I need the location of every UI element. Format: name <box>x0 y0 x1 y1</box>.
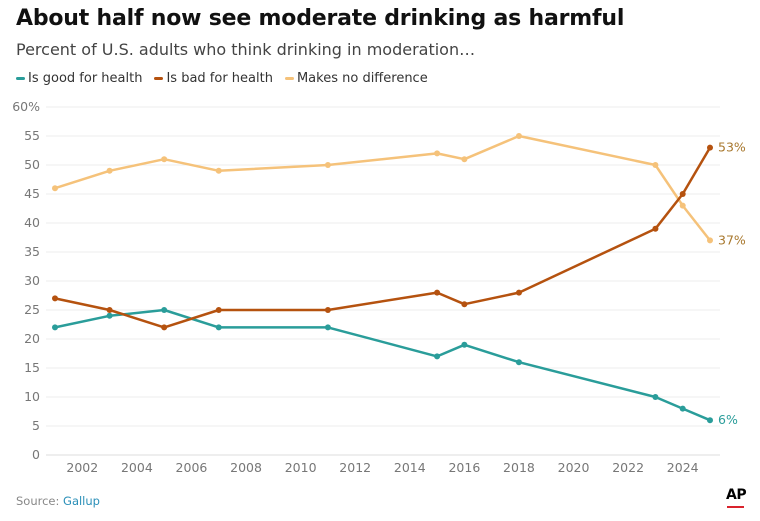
y-tick-label: 35 <box>24 244 40 259</box>
data-point-good <box>707 417 713 424</box>
gridlines <box>46 106 720 456</box>
ap-logo: AP <box>726 487 747 508</box>
data-point-no-difference <box>707 237 713 244</box>
ap-logo-text: AP <box>726 487 747 503</box>
end-label-no-difference: 37% <box>718 232 746 247</box>
y-tick-label: 45 <box>24 186 40 201</box>
data-point-no-difference <box>679 202 686 209</box>
x-tick-label: 2010 <box>285 460 317 475</box>
series-points <box>52 133 713 424</box>
legend-label-good: Is good for health <box>28 71 143 86</box>
x-tick-label: 2006 <box>176 460 208 475</box>
source-label: Source: <box>16 494 60 508</box>
data-point-good <box>324 324 331 331</box>
y-tick-label: 25 <box>24 302 40 317</box>
data-point-good <box>515 359 522 366</box>
y-tick-label: 30 <box>24 273 40 288</box>
x-tick-label: 2016 <box>448 460 480 475</box>
data-point-no-difference <box>161 156 168 163</box>
x-tick-label: 2022 <box>612 460 644 475</box>
series-lines <box>53 134 712 422</box>
end-label-good: 6% <box>718 412 738 427</box>
chart-subtitle: Percent of U.S. adults who think drinkin… <box>16 40 476 59</box>
data-point-good <box>215 324 222 331</box>
x-axis-ticks: 2002 2004 2006 2008 2010 2012 2014 2016 2018 2020… <box>66 460 698 475</box>
y-tick-label: 15 <box>24 360 40 375</box>
legend: Is good for health Is bad for health Mak… <box>16 71 428 86</box>
data-point-bad <box>707 144 713 151</box>
legend-swatch-no-difference <box>284 77 294 80</box>
legend-item-good: Is good for health <box>16 71 142 86</box>
data-point-bad <box>515 289 522 296</box>
data-point-good <box>652 394 659 400</box>
data-point-no-difference <box>461 156 468 163</box>
data-point-no-difference <box>324 162 331 168</box>
ap-logo-underline <box>727 506 744 508</box>
series-line-bad <box>53 146 712 329</box>
data-point-bad <box>461 301 468 308</box>
y-tick-label: 0 <box>32 447 40 462</box>
data-point-good <box>106 312 113 319</box>
data-point-good <box>679 405 686 412</box>
y-tick-label: 5 <box>32 418 40 433</box>
x-tick-label: 2014 <box>394 460 426 475</box>
legend-swatch-bad <box>154 77 164 80</box>
x-tick-label: 2004 <box>121 460 153 475</box>
data-point-bad <box>52 295 58 302</box>
data-point-no-difference <box>106 167 113 174</box>
y-tick-label: 40 <box>24 215 40 230</box>
legend-item-no-difference: Makes no difference <box>284 71 428 86</box>
y-tick-label: 10 <box>24 389 40 404</box>
chart-title: About half now see moderate drinking as … <box>16 6 625 31</box>
data-point-good <box>161 307 168 313</box>
legend-label-bad: Is bad for health <box>166 71 273 86</box>
data-point-no-difference <box>434 150 441 157</box>
data-point-bad <box>652 225 659 232</box>
y-tick-label: 55 <box>24 128 40 143</box>
legend-label-no-difference: Makes no difference <box>296 71 428 86</box>
data-point-bad <box>106 307 113 313</box>
data-point-no-difference <box>515 133 522 139</box>
legend-item-bad: Is bad for health <box>154 71 273 86</box>
y-tick-label: 60% <box>12 99 40 114</box>
data-point-no-difference <box>215 167 222 174</box>
y-axis-ticks: 0 5 10 15 20 25 30 35 40 45 50 55 60% <box>12 99 40 462</box>
data-point-bad <box>324 307 331 313</box>
data-point-bad <box>215 307 222 313</box>
x-tick-label: 2008 <box>230 460 262 475</box>
source-link[interactable]: Gallup <box>63 494 100 508</box>
end-label-bad: 53% <box>718 140 746 155</box>
data-point-no-difference <box>52 185 58 192</box>
data-point-bad <box>434 289 441 296</box>
data-point-bad <box>679 191 686 197</box>
end-labels: 37% 6% 53% <box>718 140 746 428</box>
legend-swatch-good <box>16 77 25 80</box>
x-tick-label: 2012 <box>339 460 371 475</box>
x-tick-label: 2002 <box>66 460 98 475</box>
data-point-good <box>461 341 468 348</box>
y-tick-label: 20 <box>24 331 40 346</box>
data-point-no-difference <box>652 162 659 168</box>
series-line-good <box>53 308 712 422</box>
series-line-no-difference <box>53 134 712 242</box>
source-note: Source: Gallup <box>16 494 100 508</box>
data-point-good <box>434 353 441 360</box>
y-tick-label: 50 <box>24 157 40 172</box>
data-point-bad <box>161 324 168 331</box>
x-tick-label: 2018 <box>503 460 535 475</box>
x-tick-label: 2024 <box>667 460 699 475</box>
x-tick-label: 2020 <box>558 460 590 475</box>
data-point-good <box>52 324 58 331</box>
